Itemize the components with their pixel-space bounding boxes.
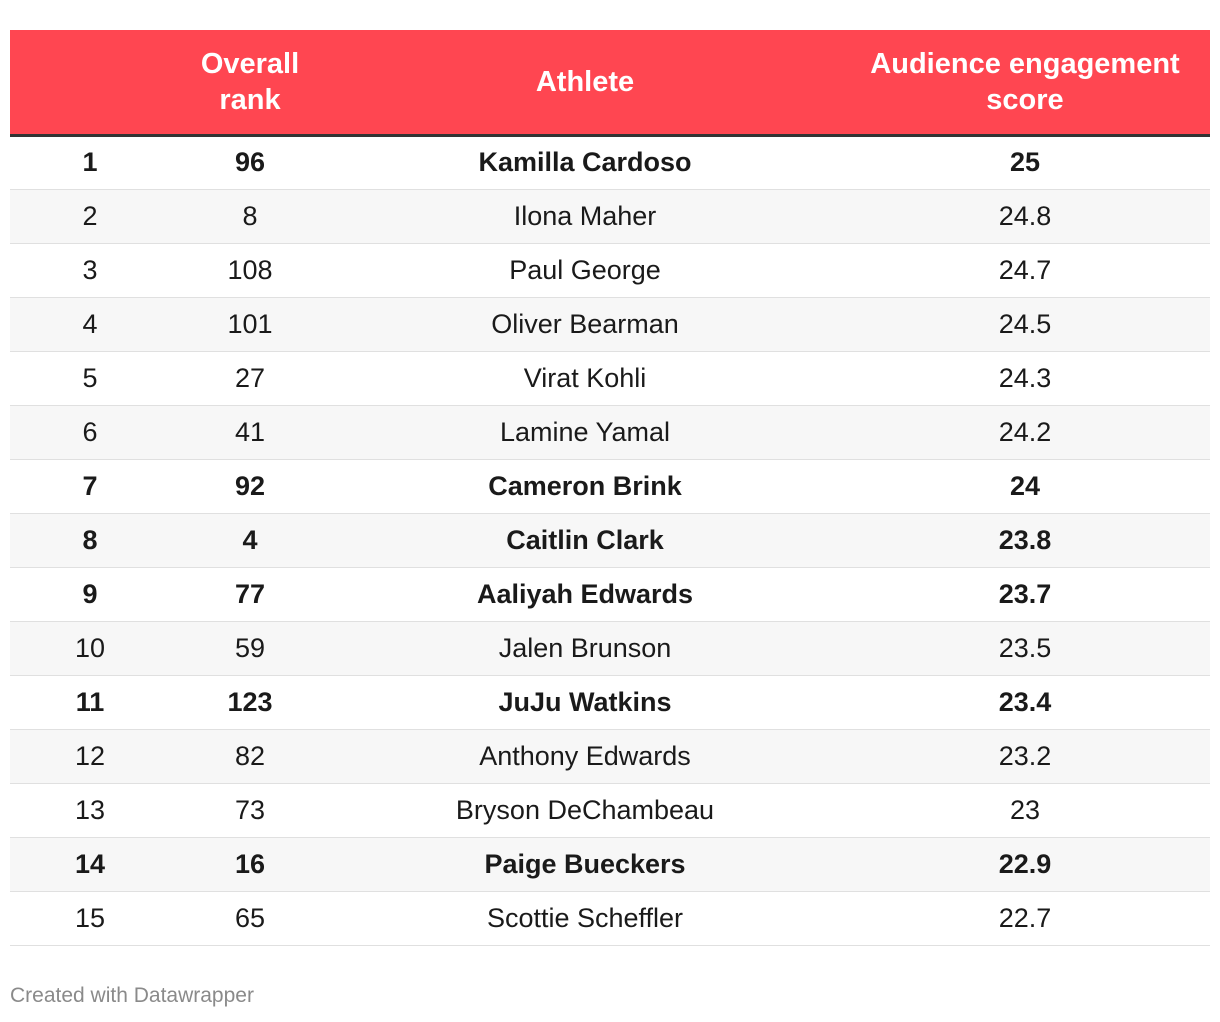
cell-engagement-score: 24.2 bbox=[840, 405, 1210, 460]
cell-rank: 6 bbox=[10, 405, 170, 460]
cell-engagement-score: 22.9 bbox=[840, 837, 1210, 892]
cell-athlete: Paige Bueckers bbox=[330, 837, 840, 892]
cell-rank: 13 bbox=[10, 783, 170, 838]
cell-rank: 4 bbox=[10, 297, 170, 352]
cell-athlete: Jalen Brunson bbox=[330, 621, 840, 676]
column-header-rank[interactable] bbox=[10, 30, 170, 137]
cell-engagement-score: 23.8 bbox=[840, 513, 1210, 568]
cell-overall-rank: 65 bbox=[170, 891, 330, 946]
cell-athlete: Scottie Scheffler bbox=[330, 891, 840, 946]
cell-engagement-score: 23.5 bbox=[840, 621, 1210, 676]
cell-rank: 12 bbox=[10, 729, 170, 784]
cell-athlete: Cameron Brink bbox=[330, 459, 840, 514]
cell-rank: 1 bbox=[10, 135, 170, 190]
table-row: 3 108 Paul George 24.7 bbox=[10, 243, 1210, 298]
cell-athlete: Ilona Maher bbox=[330, 189, 840, 244]
column-header-athlete[interactable]: Athlete bbox=[330, 30, 840, 137]
cell-overall-rank: 123 bbox=[170, 675, 330, 730]
cell-engagement-score: 23.7 bbox=[840, 567, 1210, 622]
cell-rank: 5 bbox=[10, 351, 170, 406]
cell-overall-rank: 8 bbox=[170, 189, 330, 244]
table-row: 5 27 Virat Kohli 24.3 bbox=[10, 351, 1210, 406]
cell-engagement-score: 24.8 bbox=[840, 189, 1210, 244]
cell-rank: 10 bbox=[10, 621, 170, 676]
table-row: 8 4 Caitlin Clark 23.8 bbox=[10, 513, 1210, 568]
cell-engagement-score: 25 bbox=[840, 135, 1210, 190]
cell-overall-rank: 82 bbox=[170, 729, 330, 784]
cell-athlete: Bryson DeChambeau bbox=[330, 783, 840, 838]
cell-overall-rank: 41 bbox=[170, 405, 330, 460]
cell-engagement-score: 23.2 bbox=[840, 729, 1210, 784]
cell-rank: 8 bbox=[10, 513, 170, 568]
cell-athlete: Oliver Bearman bbox=[330, 297, 840, 352]
table-row: 14 16 Paige Bueckers 22.9 bbox=[10, 837, 1210, 892]
table-row: 7 92 Cameron Brink 24 bbox=[10, 459, 1210, 514]
cell-rank: 15 bbox=[10, 891, 170, 946]
table-row: 15 65 Scottie Scheffler 22.7 bbox=[10, 891, 1210, 946]
datawrapper-credit: Created with Datawrapper bbox=[10, 984, 254, 1007]
column-header-overall-rank[interactable]: Overall rank bbox=[170, 30, 330, 137]
table-row: 10 59 Jalen Brunson 23.5 bbox=[10, 621, 1210, 676]
cell-rank: 9 bbox=[10, 567, 170, 622]
cell-overall-rank: 92 bbox=[170, 459, 330, 514]
cell-engagement-score: 24.7 bbox=[840, 243, 1210, 298]
table-row: 4 101 Oliver Bearman 24.5 bbox=[10, 297, 1210, 352]
table-body: 1 96 Kamilla Cardoso 25 2 8 Ilona Maher 24.8 3 10… bbox=[10, 135, 1210, 946]
cell-athlete: Caitlin Clark bbox=[330, 513, 840, 568]
cell-engagement-score: 23.4 bbox=[840, 675, 1210, 730]
cell-athlete: Virat Kohli bbox=[330, 351, 840, 406]
cell-athlete: JuJu Watkins bbox=[330, 675, 840, 730]
cell-overall-rank: 59 bbox=[170, 621, 330, 676]
cell-overall-rank: 96 bbox=[170, 135, 330, 190]
cell-engagement-score: 24 bbox=[840, 459, 1210, 514]
cell-overall-rank: 77 bbox=[170, 567, 330, 622]
table-row: 9 77 Aaliyah Edwards 23.7 bbox=[10, 567, 1210, 622]
rankings-table-container: Overall rank Athlete Audience engagement… bbox=[10, 30, 1210, 946]
cell-overall-rank: 16 bbox=[170, 837, 330, 892]
cell-overall-rank: 101 bbox=[170, 297, 330, 352]
cell-rank: 11 bbox=[10, 675, 170, 730]
table-row: 1 96 Kamilla Cardoso 25 bbox=[10, 135, 1210, 190]
cell-rank: 2 bbox=[10, 189, 170, 244]
cell-engagement-score: 22.7 bbox=[840, 891, 1210, 946]
cell-overall-rank: 73 bbox=[170, 783, 330, 838]
rankings-table: Overall rank Athlete Audience engagement… bbox=[10, 30, 1210, 946]
cell-engagement-score: 23 bbox=[840, 783, 1210, 838]
table-row: 12 82 Anthony Edwards 23.2 bbox=[10, 729, 1210, 784]
cell-overall-rank: 108 bbox=[170, 243, 330, 298]
cell-overall-rank: 4 bbox=[170, 513, 330, 568]
table-row: 6 41 Lamine Yamal 24.2 bbox=[10, 405, 1210, 460]
table-row: 2 8 Ilona Maher 24.8 bbox=[10, 189, 1210, 244]
table-row: 11 123 JuJu Watkins 23.4 bbox=[10, 675, 1210, 730]
cell-athlete: Anthony Edwards bbox=[330, 729, 840, 784]
cell-overall-rank: 27 bbox=[170, 351, 330, 406]
cell-athlete: Aaliyah Edwards bbox=[330, 567, 840, 622]
cell-rank: 3 bbox=[10, 243, 170, 298]
table-header-row: Overall rank Athlete Audience engagement… bbox=[10, 30, 1210, 137]
cell-athlete: Kamilla Cardoso bbox=[330, 135, 840, 190]
column-header-engagement-score[interactable]: Audience engagement score bbox=[840, 30, 1210, 137]
table-row: 13 73 Bryson DeChambeau 23 bbox=[10, 783, 1210, 838]
cell-athlete: Paul George bbox=[330, 243, 840, 298]
cell-athlete: Lamine Yamal bbox=[330, 405, 840, 460]
cell-engagement-score: 24.3 bbox=[840, 351, 1210, 406]
cell-rank: 7 bbox=[10, 459, 170, 514]
cell-engagement-score: 24.5 bbox=[840, 297, 1210, 352]
cell-rank: 14 bbox=[10, 837, 170, 892]
